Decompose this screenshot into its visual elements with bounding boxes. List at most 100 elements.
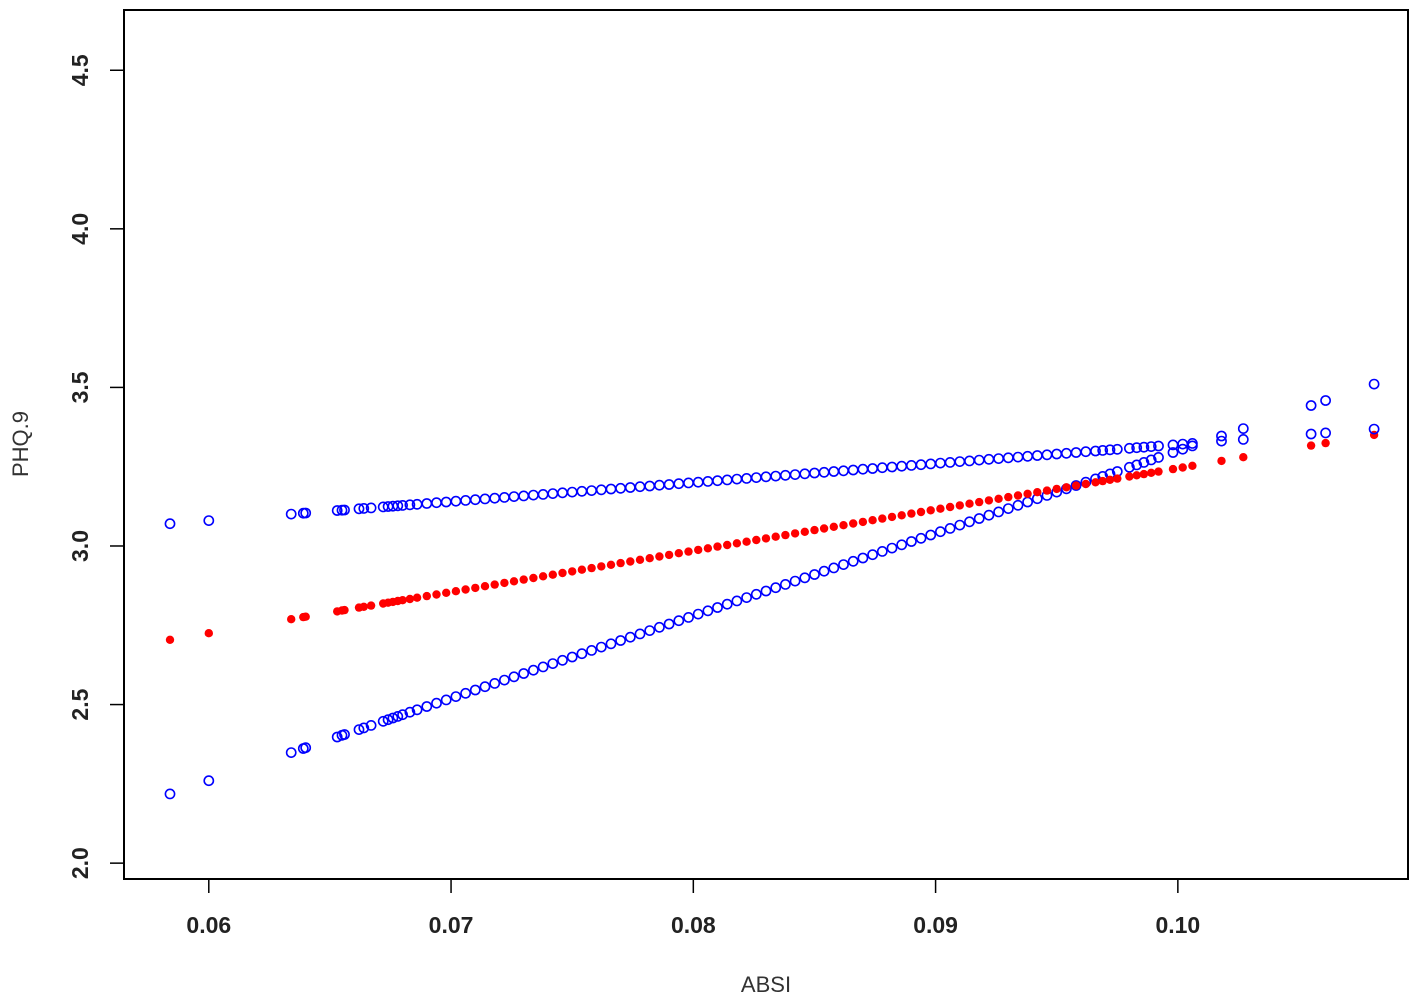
point-s2-27 [508,491,520,502]
point-s0-20 [440,694,452,706]
point-s0-91 [1124,461,1135,473]
point-s1-26 [500,578,509,588]
point-s2-37 [605,483,617,495]
point-s0-28 [518,668,530,679]
point-s0-44 [673,615,685,627]
point-s0-14 [392,711,404,722]
point-s1-61 [839,521,848,530]
point-s2-79 [1012,451,1024,463]
point-s2-42 [654,479,665,491]
point-s1-99 [1217,456,1226,466]
point-s2-103 [1368,423,1380,435]
series-0 [164,378,1380,800]
point-s2-59 [818,466,830,478]
point-s1-52 [752,535,761,545]
x-axis-label: ABSI [741,972,791,997]
point-s2-35 [586,485,597,496]
point-s0-71 [935,526,946,538]
point-s0-102 [1320,395,1331,406]
point-s1-39 [626,557,635,566]
point-s2-16 [404,499,416,511]
point-s1-62 [849,519,858,528]
point-s0-7 [339,729,350,740]
point-s2-55 [780,469,791,481]
point-s2-98 [1187,437,1198,449]
point-s2-21 [450,495,462,507]
point-s2-29 [528,489,539,501]
point-s1-82 [1042,486,1052,495]
y-tick-label-5: 4.5 [67,54,93,86]
point-s0-65 [876,546,888,557]
point-s2-7 [339,504,350,516]
point-s2-83 [1051,448,1063,460]
point-s1-78 [1004,492,1013,502]
point-s1-34 [577,565,587,574]
series-1 [165,430,1379,644]
point-s1-29 [529,573,538,583]
point-s1-28 [519,575,528,584]
point-s1-2 [287,615,296,624]
point-s2-41 [644,480,656,492]
point-s0-58 [809,569,820,580]
point-s1-22 [461,585,470,594]
point-s2-47 [702,475,714,487]
point-s2-99 [1216,435,1227,447]
point-s0-5 [331,731,343,743]
x-tick-label-2: 0.08 [671,912,716,938]
point-s1-90 [1113,474,1122,483]
point-s1-84 [1062,483,1071,492]
x-tick-label-0: 0.06 [186,912,231,938]
point-s1-27 [509,577,519,586]
point-s2-56 [789,469,801,480]
point-s0-33 [566,651,578,663]
point-s2-38 [615,482,626,494]
point-s0-1 [203,775,215,787]
point-s1-35 [587,563,596,573]
x-tick-label-1: 0.07 [429,912,474,938]
point-s0-16 [404,706,416,718]
point-s2-67 [896,460,908,472]
point-s0-21 [450,691,462,702]
point-s0-57 [799,572,811,584]
point-s0-48 [712,602,723,613]
point-s0-24 [479,681,491,693]
point-s2-89 [1104,444,1116,456]
point-s0-63 [857,552,869,564]
point-s2-91 [1124,442,1135,454]
point-s0-0 [164,788,176,800]
point-s0-41 [644,625,656,636]
point-s2-65 [876,462,888,474]
point-s2-49 [721,474,733,486]
point-s1-59 [819,524,829,533]
point-s2-44 [673,478,685,490]
point-s1-72 [945,502,955,512]
point-s0-9 [358,722,370,734]
point-s0-15 [397,709,408,721]
point-s1-10 [366,601,376,610]
point-s1-21 [451,587,461,596]
point-s2-14 [392,500,404,512]
point-s0-12 [382,714,394,726]
point-s1-88 [1098,476,1107,486]
point-s0-85 [1070,480,1082,491]
point-s0-11 [377,715,389,727]
point-s2-93 [1138,441,1150,453]
point-s1-20 [442,588,451,597]
point-s2-61 [838,465,849,477]
point-s2-66 [886,461,898,473]
point-s2-52 [750,472,762,483]
x-axis: 0.06 0.07 0.08 0.09 0.10 [186,879,1200,938]
point-s2-46 [692,476,704,488]
point-s0-4 [300,742,312,754]
point-s2-28 [518,490,530,502]
point-s2-100 [1237,433,1249,445]
y-tick-label-1: 2.5 [67,688,93,720]
point-s0-38 [615,635,626,646]
point-s2-68 [906,459,917,471]
point-s0-79 [1012,499,1024,511]
point-s2-77 [993,453,1004,464]
point-s1-7 [340,605,349,615]
point-s2-0 [164,518,176,530]
y-tick-label-4: 4.0 [67,213,93,245]
point-s2-31 [547,488,559,499]
